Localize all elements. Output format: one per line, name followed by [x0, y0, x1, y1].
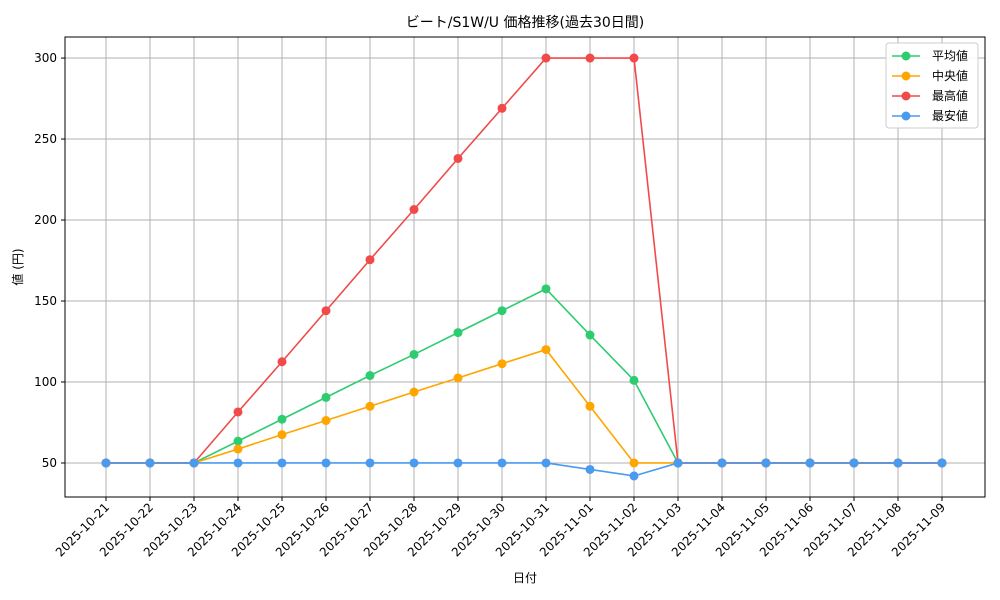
data-point [585, 53, 595, 63]
series-1 [101, 345, 947, 468]
data-point [321, 306, 331, 316]
chart-title: ビート/S1W/U 価格推移(過去30日間) [406, 15, 645, 31]
plot-frame [64, 36, 986, 498]
data-point [365, 371, 375, 381]
y-tick-label: 300 [34, 51, 57, 65]
data-point [629, 471, 639, 481]
y-tick-label: 50 [42, 456, 57, 470]
data-point [277, 458, 287, 468]
data-point [453, 153, 463, 163]
data-point [101, 458, 111, 468]
y-axis: 50 100 150 200 250 300 [34, 51, 65, 470]
legend-item: 最安値 [892, 108, 968, 123]
series-line [106, 348, 942, 464]
data-point [937, 458, 947, 468]
legend-marker [901, 111, 911, 121]
data-point [321, 392, 331, 402]
legend-label: 最安値 [932, 108, 968, 123]
legend-item: 中央値 [892, 68, 968, 83]
y-tick-label: 200 [34, 213, 57, 227]
data-point [145, 458, 155, 468]
data-point [233, 458, 243, 468]
data-point [585, 464, 595, 474]
data-point [585, 401, 595, 411]
data-point [629, 458, 639, 468]
series-2 [101, 53, 947, 468]
y-tick-label: 150 [34, 294, 57, 308]
grid [65, 37, 985, 497]
data-point [761, 458, 771, 468]
data-point [497, 306, 507, 316]
data-point [893, 458, 903, 468]
legend-item: 最高値 [892, 88, 968, 103]
legend-marker [901, 71, 911, 81]
series-line [106, 462, 942, 477]
data-point [497, 103, 507, 113]
data-point [541, 284, 551, 294]
legend-item: 平均値 [892, 48, 968, 63]
data-point [629, 375, 639, 385]
data-point [365, 401, 375, 411]
data-point [453, 373, 463, 383]
data-point [585, 330, 595, 340]
series-0 [101, 284, 947, 468]
data-point [541, 53, 551, 63]
series-line [106, 57, 942, 464]
x-axis: 2025-10-212025-10-222025-10-232025-10-24… [53, 497, 948, 559]
legend-label: 平均値 [932, 48, 968, 63]
data-point [541, 345, 551, 355]
data-point [497, 359, 507, 369]
data-point [409, 387, 419, 397]
data-point [277, 414, 287, 424]
y-axis-label: 値 (円) [10, 248, 25, 285]
data-point [321, 416, 331, 426]
legend-label: 中央値 [932, 68, 968, 83]
data-point [673, 458, 683, 468]
data-point [233, 436, 243, 446]
data-point [365, 458, 375, 468]
data-point [409, 458, 419, 468]
series-line [106, 287, 942, 464]
y-tick-label: 250 [34, 132, 57, 146]
data-point [453, 328, 463, 338]
data-point [453, 458, 463, 468]
data-point [321, 458, 331, 468]
data-point [365, 255, 375, 265]
data-point [277, 357, 287, 367]
data-point [497, 458, 507, 468]
y-tick-label: 100 [34, 375, 57, 389]
x-axis-label: 日付 [513, 571, 537, 585]
data-point [409, 349, 419, 359]
data-point [409, 205, 419, 214]
series-layer [101, 53, 947, 481]
data-point [805, 458, 815, 468]
data-point [849, 458, 859, 468]
data-point [233, 444, 243, 454]
legend-box [885, 42, 979, 129]
data-point [189, 458, 199, 468]
legend-label: 最高値 [932, 88, 968, 103]
data-point [541, 458, 551, 468]
legend-marker [901, 91, 911, 101]
data-point [277, 430, 287, 440]
series-3 [101, 458, 947, 481]
data-point [717, 458, 727, 468]
legend-marker [901, 51, 911, 61]
data-point [629, 53, 639, 63]
data-point [233, 407, 243, 417]
